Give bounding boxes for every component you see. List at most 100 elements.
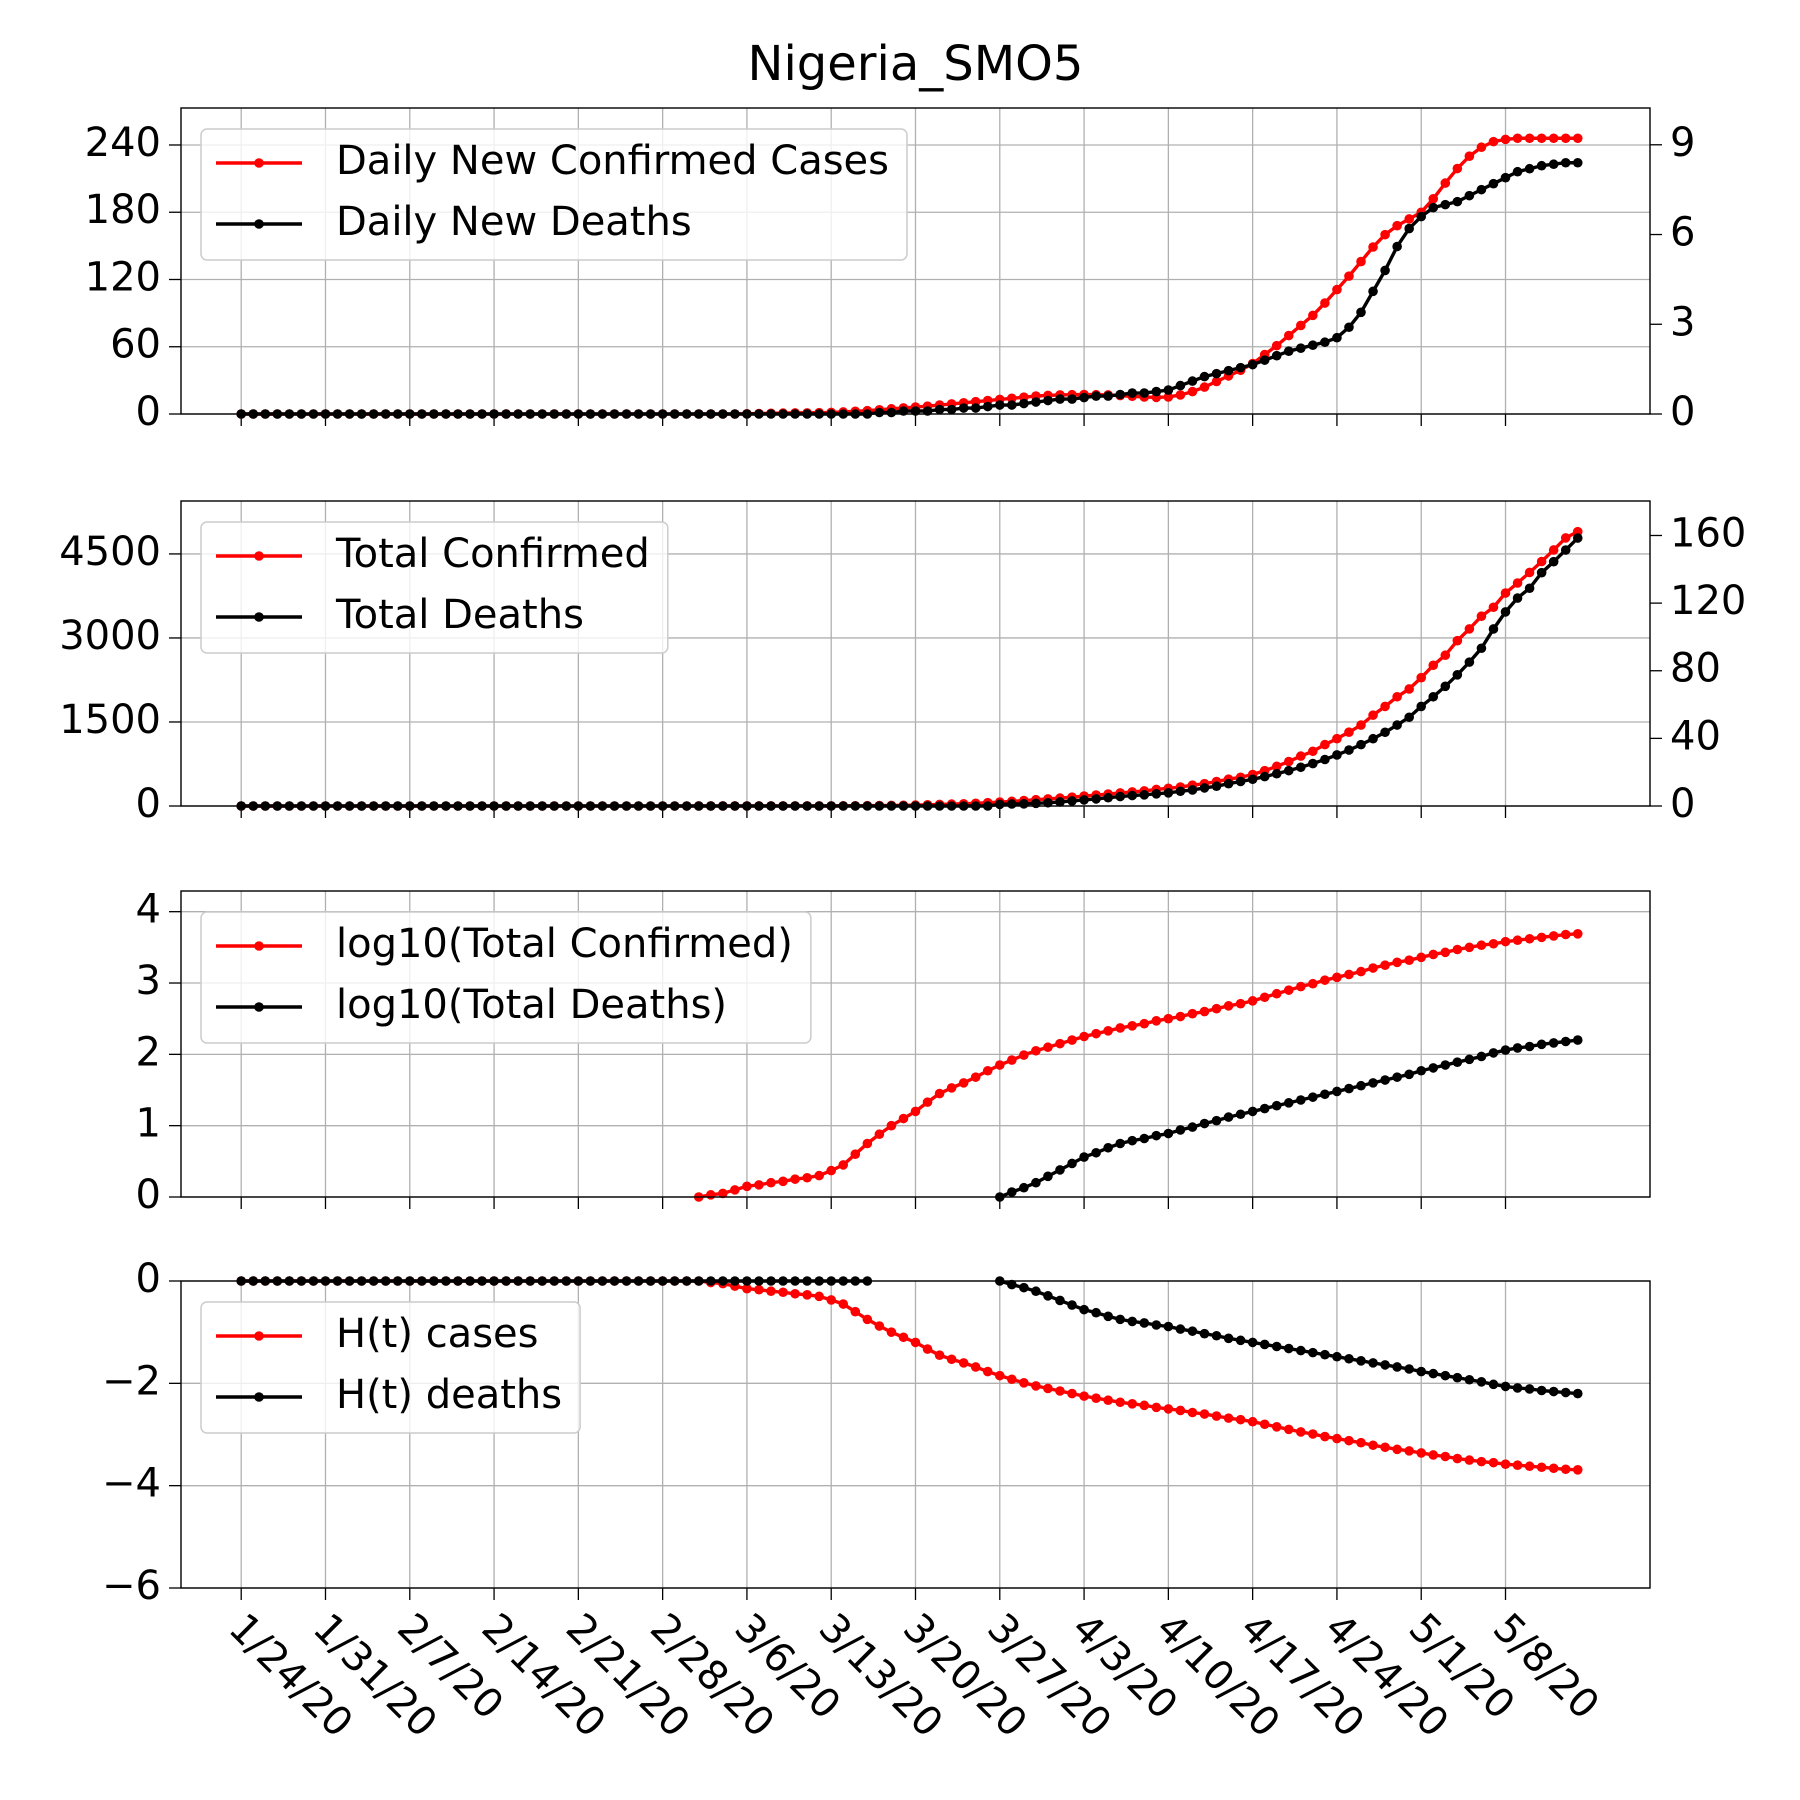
y-tick-label: 120 bbox=[85, 254, 161, 300]
data-point bbox=[1356, 307, 1366, 318]
data-point bbox=[1524, 1461, 1535, 1472]
data-point bbox=[1067, 796, 1077, 806]
data-point bbox=[1548, 1038, 1559, 1048]
data-point bbox=[1151, 1402, 1162, 1413]
data-point bbox=[1560, 157, 1571, 168]
data-point bbox=[1151, 1320, 1162, 1330]
data-point bbox=[874, 407, 885, 418]
data-point bbox=[802, 1290, 812, 1300]
data-point bbox=[1332, 972, 1342, 983]
data-point bbox=[1091, 1393, 1101, 1403]
data-point bbox=[1199, 783, 1210, 793]
data-point bbox=[1043, 797, 1053, 808]
data-point bbox=[1115, 1023, 1125, 1033]
data-point bbox=[1271, 1341, 1282, 1352]
data-point bbox=[1320, 298, 1330, 308]
data-point bbox=[1560, 929, 1571, 940]
data-point bbox=[946, 1083, 957, 1093]
data-point bbox=[1440, 947, 1451, 958]
data-point bbox=[970, 1072, 981, 1082]
data-point bbox=[958, 403, 969, 413]
legend-marker bbox=[254, 941, 264, 951]
data-point bbox=[1452, 1372, 1463, 1383]
data-point bbox=[1560, 1036, 1571, 1047]
data-point bbox=[1175, 1324, 1186, 1334]
data-point bbox=[1163, 1321, 1174, 1332]
data-point bbox=[1055, 1165, 1065, 1175]
data-point bbox=[958, 1078, 969, 1088]
data-point bbox=[1488, 1048, 1499, 1058]
data-point bbox=[1043, 1383, 1053, 1394]
data-point bbox=[1344, 1435, 1354, 1446]
data-point bbox=[1127, 790, 1138, 801]
data-point bbox=[1079, 1031, 1089, 1042]
data-point bbox=[1247, 1416, 1258, 1427]
data-point bbox=[898, 1332, 909, 1343]
data-point bbox=[1235, 1335, 1246, 1346]
data-point bbox=[1356, 720, 1366, 730]
data-point bbox=[1187, 386, 1198, 397]
data-point bbox=[1235, 1109, 1246, 1120]
data-point bbox=[1452, 1453, 1463, 1464]
data-point bbox=[850, 1149, 861, 1160]
data-point bbox=[1091, 1307, 1101, 1318]
data-point bbox=[1476, 611, 1487, 622]
data-point bbox=[1572, 533, 1583, 543]
data-point bbox=[1416, 672, 1427, 683]
data-point bbox=[1019, 1050, 1029, 1060]
data-point bbox=[790, 1288, 800, 1299]
data-point bbox=[1392, 1444, 1402, 1455]
data-point bbox=[1440, 1060, 1451, 1070]
data-point bbox=[1296, 1095, 1306, 1105]
legend-label: Daily New Deaths bbox=[336, 199, 692, 245]
data-point bbox=[1283, 765, 1294, 776]
data-point bbox=[1308, 310, 1318, 321]
data-point bbox=[1488, 1379, 1499, 1390]
data-point bbox=[1308, 1429, 1318, 1439]
data-point bbox=[1344, 1083, 1354, 1094]
data-point bbox=[1247, 996, 1258, 1006]
legend: Total Confirmed Total Deaths bbox=[200, 521, 669, 654]
data-point bbox=[1320, 1349, 1330, 1360]
data-point bbox=[1512, 1383, 1523, 1393]
plot-frame bbox=[180, 500, 1651, 807]
data-point bbox=[1392, 1072, 1402, 1082]
data-point bbox=[1488, 136, 1499, 147]
data-point bbox=[1356, 1437, 1366, 1448]
data-point bbox=[1536, 932, 1547, 943]
data-point bbox=[1091, 1147, 1101, 1158]
data-point bbox=[1392, 957, 1402, 968]
data-point bbox=[1199, 371, 1210, 382]
data-point bbox=[1211, 781, 1222, 792]
legend-marker bbox=[254, 1002, 264, 1012]
data-point bbox=[1175, 1011, 1186, 1022]
data-point bbox=[1019, 1182, 1029, 1193]
data-point bbox=[1175, 1405, 1186, 1416]
data-point bbox=[1392, 1362, 1402, 1372]
data-point bbox=[1464, 1455, 1475, 1465]
data-point bbox=[1476, 643, 1487, 654]
data-point bbox=[1139, 1318, 1150, 1328]
data-point bbox=[874, 1129, 885, 1140]
y-tick-label: 0 bbox=[136, 781, 161, 827]
data-point bbox=[1536, 1385, 1547, 1396]
data-point bbox=[1536, 160, 1547, 171]
data-point bbox=[886, 1327, 897, 1337]
data-point bbox=[1368, 1358, 1378, 1368]
data-point bbox=[1247, 774, 1258, 785]
data-point bbox=[1235, 998, 1246, 1009]
data-point bbox=[1079, 1152, 1089, 1162]
data-point bbox=[1187, 1407, 1198, 1418]
data-point bbox=[1296, 981, 1306, 992]
data-point bbox=[1079, 795, 1089, 805]
y-tick-label: −2 bbox=[102, 1358, 161, 1404]
legend-marker bbox=[254, 219, 264, 229]
data-point bbox=[1512, 1043, 1523, 1053]
data-point bbox=[934, 404, 945, 415]
y2-tick-label: 80 bbox=[1670, 646, 1721, 692]
data-point bbox=[1103, 1142, 1113, 1153]
data-point bbox=[1067, 1158, 1077, 1169]
data-point bbox=[934, 1350, 945, 1360]
data-point bbox=[1320, 754, 1330, 765]
data-point bbox=[1404, 1446, 1414, 1456]
